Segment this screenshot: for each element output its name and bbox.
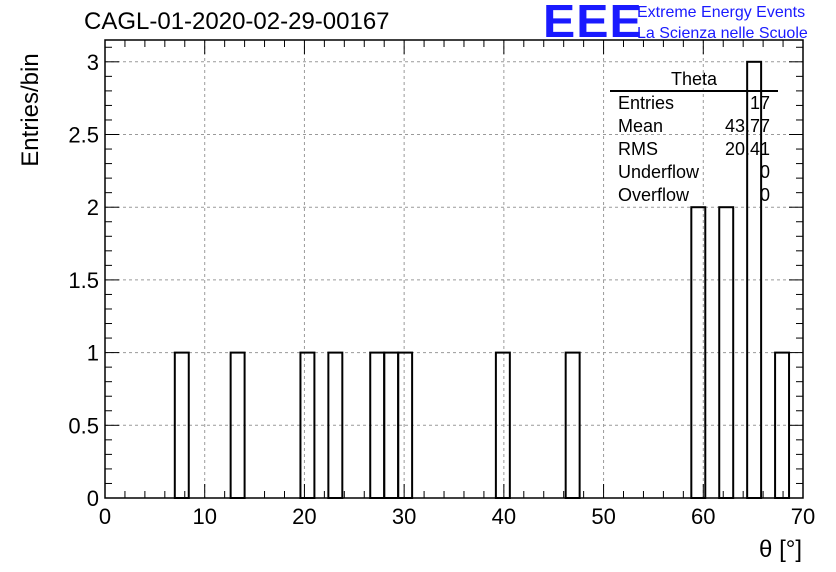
- y-tick-label: 3: [87, 50, 99, 75]
- y-axis-label: Entries/bin: [17, 53, 44, 167]
- y-tick-label: 0.5: [68, 413, 99, 438]
- x-tick-label: 10: [192, 504, 216, 529]
- stats-row-mean: Mean 43.77: [610, 115, 778, 138]
- stats-row-overflow: Overflow 0: [610, 184, 778, 207]
- x-tick-label: 70: [791, 504, 815, 529]
- stats-value: 0: [759, 162, 770, 182]
- stats-value: 0: [759, 185, 770, 205]
- y-tick-label: 1.5: [68, 268, 99, 293]
- logo-line-1: Extreme Energy Events: [637, 4, 806, 21]
- x-tick-label: 0: [99, 504, 111, 529]
- stats-value: 43.77: [724, 116, 770, 136]
- x-tick-label: 40: [492, 504, 516, 529]
- stats-row-entries: Entries 17: [610, 92, 778, 115]
- stats-row-underflow: Underflow 0: [610, 161, 778, 184]
- stats-key: RMS: [618, 139, 658, 159]
- stats-value: 17: [749, 93, 770, 113]
- stats-key: Entries: [618, 93, 675, 113]
- x-tick-label: 50: [591, 504, 615, 529]
- histogram-bar: [299, 351, 316, 499]
- stats-row-rms: RMS 20.41: [610, 138, 778, 161]
- x-axis-label: θ [°]: [759, 536, 802, 563]
- stats-key: Underflow: [618, 162, 700, 182]
- axes: [104, 39, 804, 499]
- x-tick-label: 60: [691, 504, 715, 529]
- stats-key: Mean: [618, 116, 664, 136]
- x-tick-label: 30: [392, 504, 416, 529]
- stats-box: Theta Entries 17 Mean 43.77 RMS 20.41 Un…: [610, 68, 778, 207]
- eee-logo: EEE: [543, 0, 643, 47]
- y-tick-label: 0: [87, 486, 99, 511]
- y-tick-label: 2.5: [68, 123, 99, 148]
- histogram-bar: [383, 351, 400, 499]
- stats-value: 20.41: [724, 139, 770, 159]
- grid-lines: [105, 40, 803, 498]
- stats-key: Overflow: [618, 185, 690, 205]
- logo-line-2: La Scienza nelle Scuole: [637, 25, 808, 42]
- chart-title: CAGL-01-2020-02-29-00167: [84, 8, 390, 35]
- plot-frame: [104, 39, 804, 499]
- histogram-bar: [173, 351, 190, 499]
- y-tick-label: 2: [87, 195, 99, 220]
- y-tick-label: 1: [87, 341, 99, 366]
- x-tick-label: 20: [292, 504, 316, 529]
- tick-labels: 0 10 20 30 40 50 60 70 0 0.5 1 1.5 2 2.5 3: [68, 50, 815, 529]
- stats-title: Theta: [610, 68, 778, 92]
